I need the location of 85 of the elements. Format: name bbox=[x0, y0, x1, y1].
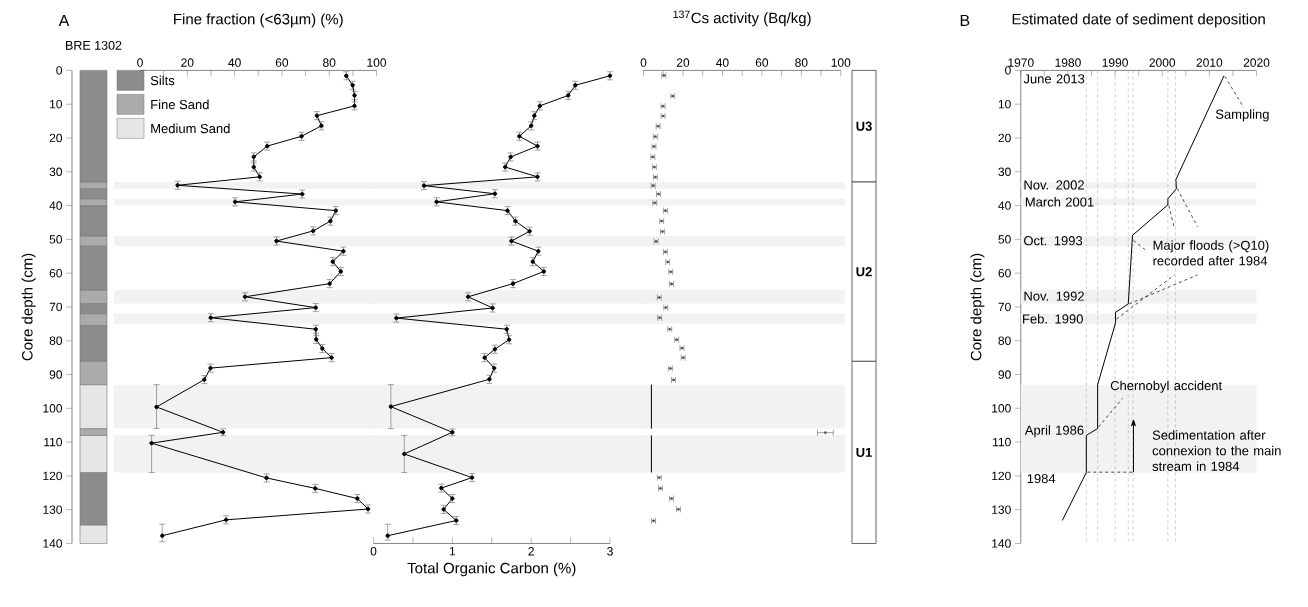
x-tick-label: 100 bbox=[367, 58, 387, 67]
y-tick-label: 90 bbox=[998, 370, 1011, 379]
y-tick-label: 40 bbox=[49, 201, 63, 210]
y-tick-label: 40 bbox=[998, 201, 1011, 210]
x-tick-label: 0 bbox=[640, 58, 647, 67]
y-tick-label: 10 bbox=[998, 99, 1011, 109]
y-tick-label: 70 bbox=[49, 302, 63, 312]
point bbox=[160, 533, 165, 538]
x-tick-label: 0 bbox=[137, 58, 143, 67]
x-tick-label: 1990 bbox=[1102, 58, 1128, 67]
point bbox=[154, 404, 159, 410]
series-label: U3 bbox=[856, 121, 872, 131]
y-tick-label: 130 bbox=[43, 505, 63, 514]
annotation: Nov. 2002 bbox=[1024, 180, 1084, 190]
point bbox=[149, 440, 154, 446]
x-tick-label: 3 bbox=[607, 547, 613, 556]
x-tick-label: 60 bbox=[275, 58, 289, 67]
y-tick-label: 20 bbox=[49, 133, 63, 143]
annotation: Chernobyl accident bbox=[1110, 380, 1223, 393]
y-tick-label: 60 bbox=[49, 268, 63, 278]
y-tick-label: 140 bbox=[43, 539, 63, 548]
legend-label: Medium Sand bbox=[151, 123, 230, 134]
x-tick-label: 20 bbox=[676, 58, 690, 67]
x-axis-title: Total Organic Carbon (%) bbox=[407, 562, 576, 577]
chart-title: Estimated date of sediment deposition bbox=[1012, 13, 1265, 28]
point bbox=[402, 451, 407, 457]
y-tick-label: 10 bbox=[50, 99, 63, 109]
x-tick-label: 20 bbox=[181, 58, 194, 67]
annotation: 1984 bbox=[1027, 474, 1056, 484]
y-tick-label: 50 bbox=[998, 235, 1011, 244]
x-tick-label: 2020 bbox=[1243, 58, 1270, 67]
text: A bbox=[58, 14, 70, 26]
y-tick-label: 130 bbox=[992, 505, 1011, 514]
chart-title: $^{137}$Cs activity (Bq/kg) bbox=[673, 10, 811, 27]
y-tick-label: 140 bbox=[992, 539, 1011, 548]
x-tick-label: 1 bbox=[449, 547, 456, 556]
x-tick-label: 1980 bbox=[1055, 58, 1081, 67]
x-tick-label: 100 bbox=[831, 58, 851, 67]
point bbox=[824, 431, 827, 435]
x-tick-label: 60 bbox=[755, 58, 769, 67]
point bbox=[388, 404, 394, 409]
x-tick-label: 80 bbox=[323, 58, 336, 67]
y-tick-label: 80 bbox=[998, 336, 1011, 345]
series-label: U1 bbox=[856, 447, 872, 457]
text: B bbox=[960, 14, 970, 26]
y-tick-label: 0 bbox=[56, 66, 63, 75]
annotation: March 2001 bbox=[1025, 197, 1094, 207]
y-tick-label: 90 bbox=[49, 370, 63, 379]
y-tick-label: 50 bbox=[49, 235, 63, 244]
y-tick-label: 120 bbox=[992, 471, 1011, 481]
x-tick-label: 40 bbox=[228, 58, 241, 67]
chart-title: Fine fraction (<63µm) (%) bbox=[174, 13, 343, 28]
legend-label: Silts bbox=[150, 75, 175, 86]
y-axis-title: Core depth (cm) bbox=[970, 253, 985, 361]
y-tick-label: 100 bbox=[43, 404, 63, 413]
x-tick-label: 2000 bbox=[1149, 58, 1176, 67]
x-tick-label: 1970 bbox=[1008, 58, 1034, 67]
chart-title: BRE 1302 bbox=[66, 40, 122, 50]
legend-label: Fine Sand bbox=[151, 99, 209, 110]
y-tick-label: 100 bbox=[992, 404, 1011, 413]
series-label: U2 bbox=[856, 267, 872, 277]
x-tick-label: 2 bbox=[528, 547, 534, 556]
annotation: Oct. 1993 bbox=[1024, 236, 1083, 246]
y-tick-label: 80 bbox=[49, 336, 63, 345]
y-tick-label: 120 bbox=[43, 471, 63, 481]
y-axis-title: Core depth (cm) bbox=[21, 253, 36, 361]
y-tick-label: 60 bbox=[998, 268, 1011, 278]
y-tick-label: 110 bbox=[44, 437, 63, 447]
annotation: Sedimentation after connexion to the main stream in 1984 bbox=[1152, 430, 1281, 471]
x-tick-label: 80 bbox=[795, 58, 808, 67]
annotation: June 2013 bbox=[1023, 74, 1085, 84]
annotation: Sampling bbox=[1215, 109, 1269, 122]
x-tick-label: 40 bbox=[716, 58, 729, 67]
y-tick-label: 110 bbox=[993, 437, 1011, 447]
y-tick-label: 30 bbox=[998, 167, 1011, 177]
y-tick-label: 20 bbox=[998, 133, 1011, 143]
y-tick-label: 30 bbox=[49, 167, 63, 177]
x-tick-label: 0 bbox=[370, 547, 377, 556]
annotation: Major floods (>Q10) recorded after 1984 bbox=[1153, 240, 1269, 266]
x-tick-label: 2010 bbox=[1196, 58, 1223, 67]
annotation: Nov. 1992 bbox=[1024, 291, 1084, 301]
y-tick-label: 70 bbox=[998, 302, 1011, 312]
y-tick-label: 0 bbox=[1005, 66, 1011, 75]
annotation: Feb. 1990 bbox=[1023, 313, 1083, 324]
annotation: April 1986 bbox=[1024, 425, 1084, 438]
